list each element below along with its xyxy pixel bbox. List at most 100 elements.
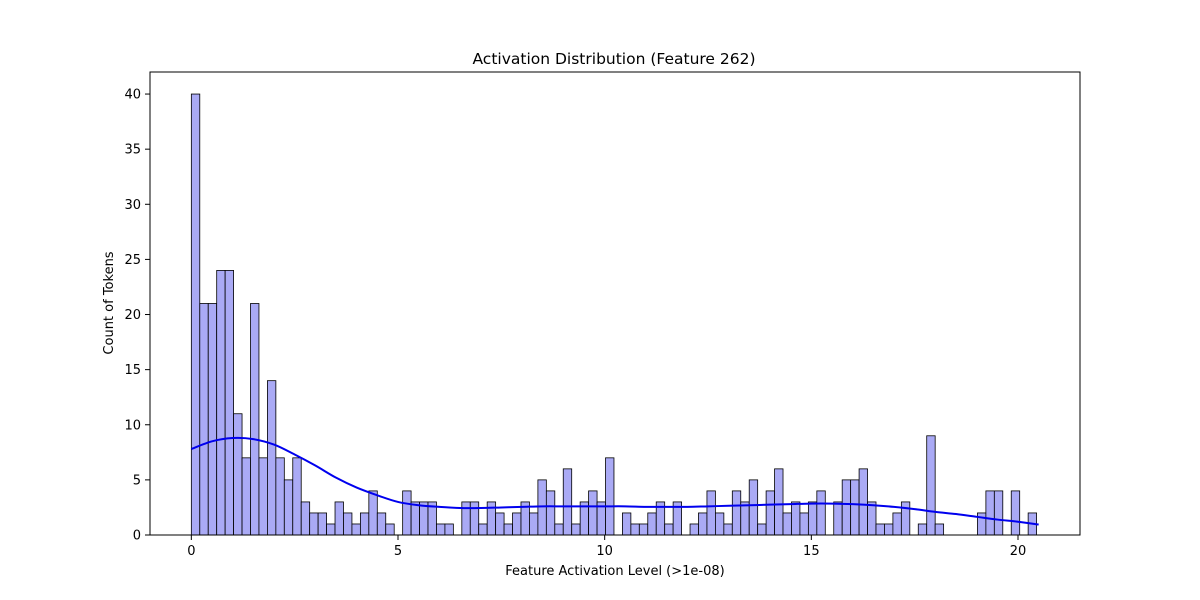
y-tick-label: 5 [133, 473, 141, 488]
histogram-bar [199, 303, 209, 536]
histogram-bar [791, 501, 801, 536]
histogram-bar [926, 435, 936, 536]
histogram-bar [385, 523, 395, 536]
histogram-bar [588, 490, 598, 536]
y-tick-label: 35 [124, 143, 141, 158]
histogram-bar [723, 523, 733, 536]
histogram-bar [258, 457, 268, 536]
histogram-bar [858, 468, 868, 536]
histogram-bar [317, 512, 327, 536]
histogram-bar [774, 468, 784, 536]
histogram-bar [545, 490, 556, 536]
histogram-bar [233, 413, 243, 536]
histogram-bar [351, 523, 361, 536]
histogram-bar [326, 523, 336, 536]
histogram-bar [807, 501, 818, 536]
x-tick-label: 10 [596, 544, 613, 559]
histogram-bar [469, 501, 480, 536]
histogram-bar [512, 512, 522, 536]
histogram-bar [224, 270, 234, 536]
histogram-bar [343, 512, 353, 536]
histogram-bar [757, 523, 767, 536]
histogram-bar [334, 501, 344, 536]
histogram-bar [765, 490, 775, 536]
histogram-bar [748, 479, 759, 536]
histogram-bar [884, 523, 894, 536]
histogram-bar [740, 501, 750, 536]
histogram-bar [892, 512, 902, 536]
histogram-bar [714, 512, 725, 536]
histogram-bar [833, 501, 843, 536]
y-tick-label: 40 [124, 88, 141, 103]
histogram-bar [622, 512, 632, 536]
histogram-bar [267, 380, 277, 536]
histogram-bar [283, 479, 294, 536]
bars-group [190, 93, 1038, 536]
histogram-bar [300, 501, 311, 536]
histogram-bar [664, 523, 674, 536]
histogram-bar [275, 457, 285, 536]
histogram-bar [402, 490, 412, 536]
histogram-bar [698, 512, 708, 536]
histogram-bar [444, 523, 454, 536]
histogram-bar [436, 523, 446, 536]
y-tick-label: 15 [124, 363, 141, 378]
histogram-bar [216, 270, 226, 536]
y-tick-label: 0 [133, 529, 141, 544]
histogram-bar [495, 512, 505, 536]
histogram-bar [985, 490, 995, 536]
y-axis: 0 5 10 15 20 25 30 35 40 [124, 88, 150, 544]
histogram-bar [537, 479, 547, 536]
histogram-bar [782, 512, 792, 536]
histogram-bar [850, 479, 860, 536]
histogram-bar [190, 93, 201, 536]
histogram-bar [875, 523, 885, 536]
histogram-bar [503, 523, 513, 536]
histogram-bar [478, 523, 488, 536]
histogram-bar [359, 512, 370, 536]
histogram-bar [934, 523, 945, 536]
histogram-bar [309, 512, 319, 536]
x-tick-label: 5 [394, 544, 402, 559]
histogram-bar [241, 457, 251, 536]
histogram-bar [410, 501, 420, 536]
y-tick-label: 20 [124, 308, 141, 323]
histogram-bar [529, 512, 539, 536]
histogram-bar [689, 523, 699, 536]
chart-title: Activation Distribution (Feature 262) [472, 50, 755, 68]
histogram-bar [630, 523, 640, 536]
histogram-bar [554, 523, 564, 536]
histogram-bar [1010, 490, 1021, 536]
histogram-bar [706, 490, 716, 536]
histogram-bar [993, 490, 1004, 536]
x-tick-label: 15 [803, 544, 820, 559]
histogram-bar [605, 457, 615, 536]
x-tick-label: 20 [1010, 544, 1027, 559]
histogram-bar [376, 512, 387, 536]
histogram-bar [917, 523, 928, 536]
x-axis-label: Feature Activation Level (>1e-08) [505, 564, 724, 579]
histogram-bar [638, 523, 649, 536]
histogram-bar [731, 490, 742, 536]
histogram-bar [571, 523, 581, 536]
y-tick-label: 25 [124, 253, 141, 268]
histogram-bar [562, 468, 573, 536]
plot-frame [149, 71, 1081, 536]
histogram-bar [292, 457, 302, 536]
histogram-bar [799, 512, 809, 536]
histogram-bar [461, 501, 471, 536]
histogram-bar [250, 303, 260, 536]
x-tick-label: 0 [187, 544, 195, 559]
histogram-bar [207, 303, 218, 536]
histogram-bar [816, 490, 826, 536]
y-tick-label: 30 [124, 198, 141, 213]
y-tick-label: 10 [124, 418, 141, 433]
histogram-bar [647, 512, 657, 536]
histogram-bar [867, 501, 877, 536]
kde-line [190, 436, 1039, 526]
histogram-bar [368, 490, 378, 536]
y-axis-label: Count of Tokens [102, 251, 117, 354]
x-axis: 0 5 10 15 20 [187, 535, 1026, 559]
histogram-bar [841, 479, 852, 536]
